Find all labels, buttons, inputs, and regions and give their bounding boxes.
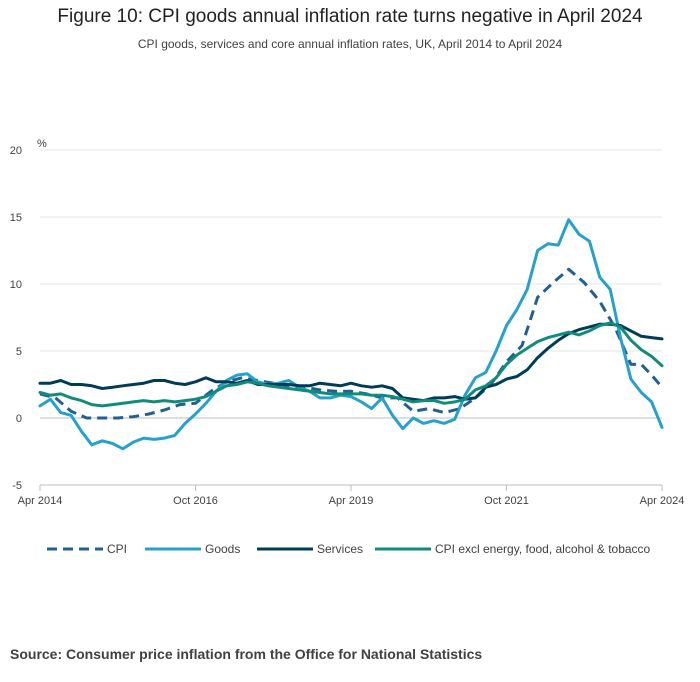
y-axis-label: % [37, 138, 47, 150]
legend-label-2: Goods [205, 542, 240, 556]
legend-label-4: CPI excl energy, food, alcohol & tobacco [435, 542, 651, 556]
chart-title: Figure 10: CPI goods annual inflation ra… [57, 6, 643, 27]
series-line-4 [38, 321, 664, 408]
series-line-2 [38, 218, 664, 451]
x-tick-label: Oct 2016 [173, 495, 218, 507]
legend-label-1: CPI [107, 542, 127, 556]
y-tick-label: 20 [10, 145, 22, 157]
line-chart: -5 0 5 10 15 20% Apr 2014 Oct 2016 Apr 2019 Oct 2… [10, 138, 685, 556]
source-note: Source: Consumer price inflation from th… [10, 646, 483, 662]
y-tick-label: 10 [10, 279, 22, 291]
y-tick-label: -5 [12, 480, 22, 492]
x-tick-label: Apr 2024 [640, 495, 685, 507]
series-line-1 [39, 267, 664, 420]
x-tick-label: Oct 2021 [484, 495, 529, 507]
chart-subtitle: CPI goods, services and core annual infl… [137, 37, 563, 51]
y-tick-label: 15 [10, 212, 22, 224]
y-tick-label: 0 [16, 413, 22, 425]
x-tick-label: Apr 2014 [18, 495, 63, 507]
series-line-3 [38, 322, 664, 403]
x-tick-label: Apr 2019 [329, 495, 374, 507]
y-tick-label: 5 [16, 346, 22, 358]
legend-label-3: Services [317, 542, 363, 556]
